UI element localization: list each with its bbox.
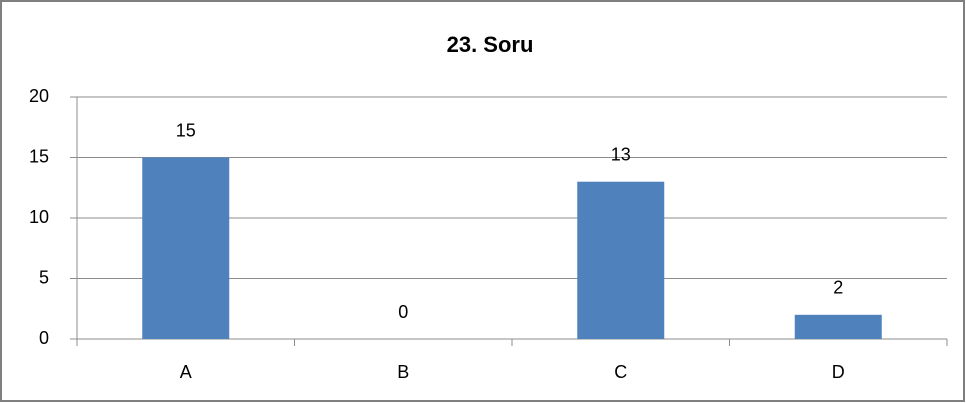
y-tick-label: 10 <box>29 207 49 227</box>
bar <box>142 157 230 339</box>
y-tick-label: 20 <box>29 86 49 106</box>
x-tick-label: C <box>614 362 627 382</box>
bar <box>794 314 882 339</box>
x-tick-label: A <box>180 362 192 382</box>
x-tick-label: D <box>832 362 845 382</box>
x-tick-label: B <box>397 362 409 382</box>
data-label: 15 <box>176 120 196 140</box>
y-tick-label: 0 <box>39 328 49 348</box>
data-label: 2 <box>833 278 843 298</box>
chart-title: 23. Soru <box>447 32 534 57</box>
y-tick-label: 5 <box>39 267 49 287</box>
bar <box>577 181 665 339</box>
data-label: 13 <box>611 144 631 164</box>
data-label: 0 <box>398 302 408 322</box>
y-tick-label: 15 <box>29 146 49 166</box>
